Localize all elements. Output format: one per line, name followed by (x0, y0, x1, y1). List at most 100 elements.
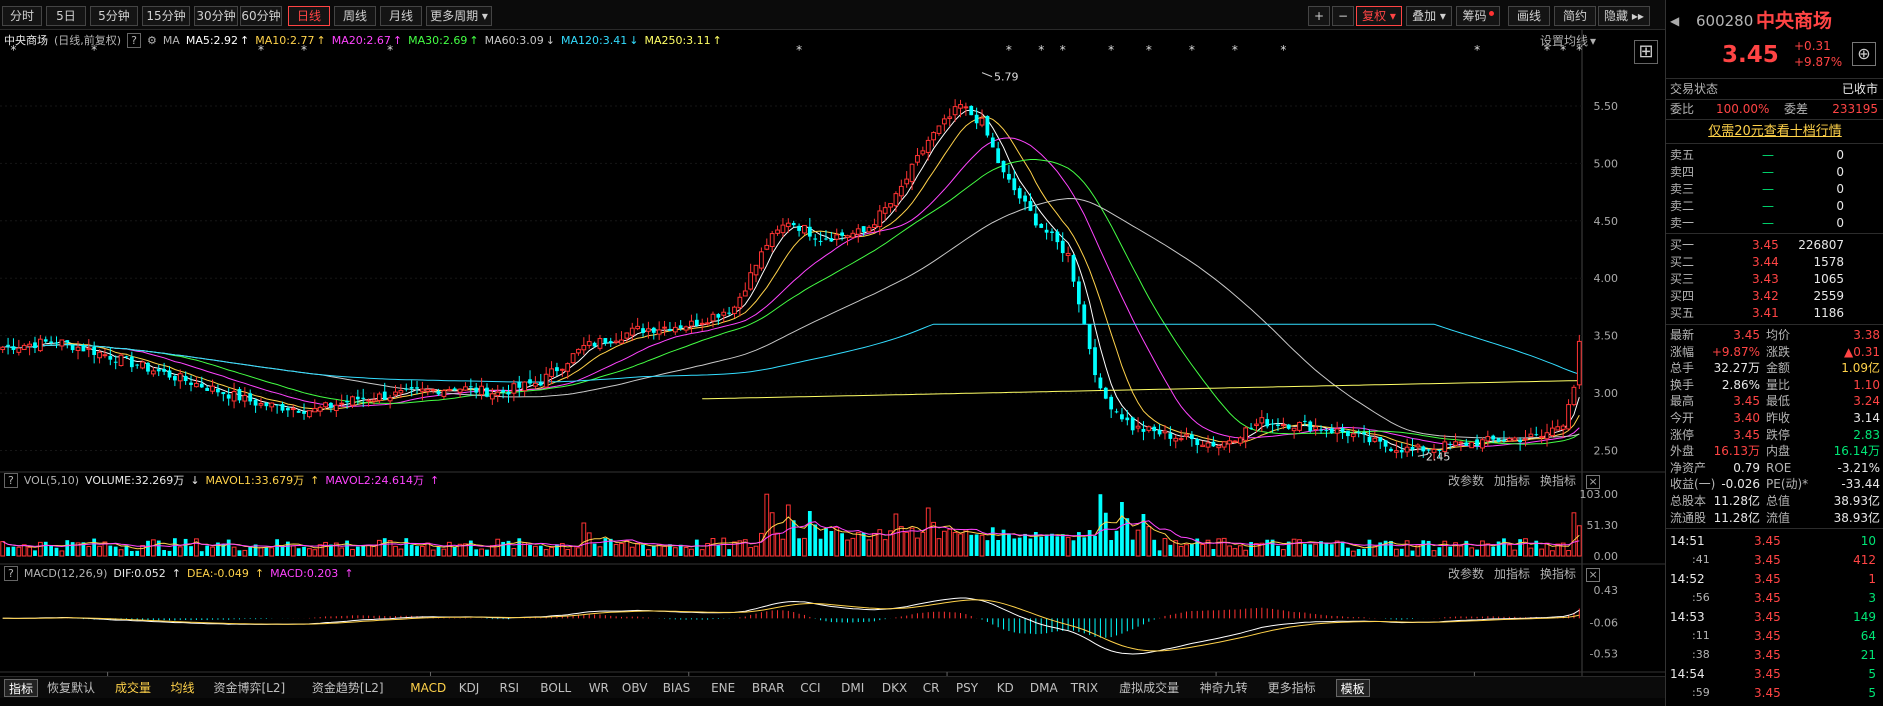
close-icon[interactable]: × (1586, 475, 1601, 489)
period-button-weekly[interactable]: 周线 (334, 6, 376, 26)
chart-scrollbar[interactable] (0, 698, 1665, 706)
zoom-in-button[interactable]: + (1308, 6, 1330, 26)
simple-mode-button[interactable]: 简约 (1554, 6, 1596, 26)
volume-bar (393, 545, 398, 557)
candle-body (1291, 427, 1297, 432)
volume-bar (317, 544, 323, 557)
help-icon[interactable]: ? (4, 473, 18, 488)
add-chart-icon[interactable]: ⊞ (1634, 40, 1658, 64)
period-button-daily[interactable]: 日线 (288, 6, 330, 26)
candle-body (124, 356, 129, 358)
macd-dif: DIF:0.052 (113, 567, 166, 580)
buy-level-price: 3.42 (1752, 289, 1779, 303)
indicator-tab-14[interactable]: BRAR (751, 681, 785, 695)
period-button-intraday[interactable]: 分时 (2, 6, 42, 26)
chips-button[interactable]: 筹码 (1456, 6, 1500, 26)
vol-add-indicator-link[interactable]: 加指标 (1494, 474, 1531, 488)
volume-bar (1017, 537, 1022, 556)
candle-body (1404, 446, 1410, 453)
candle-body (1098, 377, 1103, 389)
candle-body (376, 393, 382, 401)
close-icon[interactable]: × (1586, 568, 1601, 582)
indicator-tab-4[interactable]: 资金博弈[L2] (213, 681, 286, 695)
tick-time: :38 (1692, 648, 1710, 661)
indicator-tab-2[interactable]: 成交量 (115, 681, 152, 695)
hide-label: 隐藏 (1604, 9, 1629, 23)
help-icon[interactable]: ? (127, 33, 141, 48)
vol-switch-indicator-link[interactable]: 换指标 (1540, 474, 1577, 488)
indicator-tab-17[interactable]: DKX (881, 681, 908, 695)
volume-bar (387, 540, 393, 557)
overlay-dropdown[interactable]: 叠加 ▾ (1406, 6, 1452, 26)
candle-body (1065, 252, 1071, 256)
volume-bar (1028, 538, 1033, 556)
tick-time: :11 (1692, 629, 1710, 642)
sell-level-volume: 0 (1836, 148, 1844, 162)
tick-price: 3.45 (1754, 629, 1781, 643)
indicator-tab-21[interactable]: DMA (1029, 681, 1058, 695)
indicator-tab-12[interactable]: BIAS (662, 681, 691, 695)
volume-bar (199, 551, 204, 556)
indicator-tab-1[interactable]: 恢复默认 (47, 681, 96, 695)
period-button-30min[interactable]: 30分钟 (194, 6, 238, 26)
zoom-out-button[interactable]: − (1332, 6, 1354, 26)
low-price-label: 2.45 (1426, 450, 1451, 463)
period-button-5day[interactable]: 5日 (46, 6, 86, 26)
indicator-tab-9[interactable]: BOLL (540, 681, 572, 695)
candle-body (382, 391, 387, 400)
macd-add-indicator-link[interactable]: 加指标 (1494, 567, 1531, 581)
volume-bar (135, 550, 140, 556)
indicator-tab-6[interactable]: MACD (410, 681, 447, 695)
hide-panel-button[interactable]: 隐藏 ▸▸ (1598, 6, 1650, 26)
period-button-15min[interactable]: 15分钟 (142, 6, 190, 26)
period-button-60min[interactable]: 60分钟 (240, 6, 282, 26)
gear-icon[interactable]: ⚙ (146, 34, 157, 47)
candle-body (489, 393, 495, 400)
sell-level-volume: 0 (1836, 165, 1844, 179)
adjust-dropdown[interactable]: 复权 ▾ (1356, 6, 1402, 26)
up-arrow-icon: ↑ (344, 567, 354, 580)
vol-legend: ? VOL(5,10) VOLUME:32.269万 ↓ MAVOL1:33.679万 ↑… (0, 472, 445, 490)
kline-chart[interactable]: 5.50 5.00 4.50 4.00 3.50 3.00 2.50 * * * * * * * * * * * *… (0, 30, 1665, 676)
sell-level-5: 卖五 — 0 (1666, 146, 1883, 164)
indicator-tab-22[interactable]: TRIX (1070, 681, 1099, 695)
indicator-tab-15[interactable]: CCI (800, 681, 821, 695)
candle-body (522, 381, 528, 392)
buy-level-volume: 1578 (1813, 255, 1844, 269)
period-button-monthly[interactable]: 月线 (380, 6, 422, 26)
indicator-tab-5[interactable]: 资金趋势[L2] (311, 681, 384, 695)
ma-settings-link[interactable]: 设置均线 ▾ (1530, 32, 1596, 50)
indicator-tab-3[interactable]: 均线 (170, 681, 195, 695)
level2-promo-link[interactable]: 仅需20元查看十档行情 (1666, 122, 1883, 140)
indicator-tab-13[interactable]: ENE (711, 681, 736, 695)
indicator-tab-11[interactable]: OBV (621, 681, 648, 695)
indicator-tab-8[interactable]: RSI (499, 681, 520, 695)
indicator-tab-24[interactable]: 神奇九转 (1199, 681, 1248, 695)
add-watchlist-icon[interactable]: ⊕ (1852, 42, 1876, 66)
candle-body (807, 226, 812, 237)
macd-switch-indicator-link[interactable]: 换指标 (1540, 567, 1577, 581)
vol-edit-params-link[interactable]: 改参数 (1448, 474, 1485, 488)
draw-line-button[interactable]: 画线 (1508, 6, 1550, 26)
macd-edit-params-link[interactable]: 改参数 (1448, 567, 1485, 581)
indicator-tab-20[interactable]: KD (996, 681, 1014, 695)
indicator-tab-10[interactable]: WR (588, 681, 609, 695)
indicator-tab-18[interactable]: CR (922, 681, 940, 695)
indicator-tab-16[interactable]: DMI (841, 681, 865, 695)
candle-body (1362, 432, 1366, 435)
help-icon[interactable]: ? (4, 566, 18, 581)
indicator-tab-23[interactable]: 虚拟成交量 (1119, 681, 1180, 695)
indicator-tab-0[interactable]: 指标 (4, 679, 39, 697)
volume-bar (237, 550, 242, 556)
indicator-tab-25[interactable]: 更多指标 (1267, 681, 1316, 695)
candle-body (1544, 432, 1550, 440)
tick-row: 14:53 3.45 149 (1666, 608, 1883, 626)
indicator-tab-7[interactable]: KDJ (458, 681, 480, 695)
collapse-arrow-icon[interactable]: ◀ (1670, 14, 1680, 28)
indicator-tab-26[interactable]: 模板 (1335, 679, 1370, 697)
volume-bar (285, 541, 290, 556)
indicator-tab-19[interactable]: PSY (955, 681, 979, 695)
period-button-5min[interactable]: 5分钟 (90, 6, 138, 26)
candle-body (834, 234, 840, 240)
more-periods-dropdown[interactable]: 更多周期 ▾ (426, 6, 492, 26)
